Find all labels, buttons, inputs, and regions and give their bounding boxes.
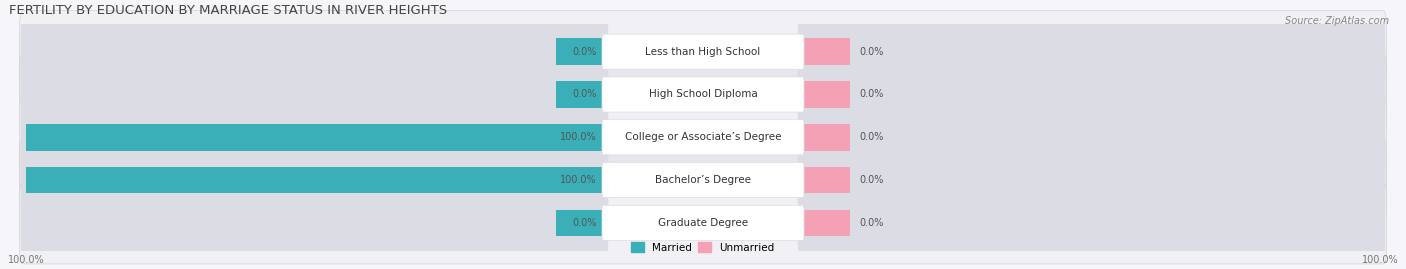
- FancyBboxPatch shape: [20, 10, 1386, 93]
- FancyBboxPatch shape: [797, 90, 1385, 185]
- Legend: Married, Unmarried: Married, Unmarried: [627, 238, 779, 257]
- Text: Bachelor’s Degree: Bachelor’s Degree: [655, 175, 751, 185]
- FancyBboxPatch shape: [602, 34, 804, 69]
- Text: 0.0%: 0.0%: [859, 132, 884, 142]
- FancyBboxPatch shape: [21, 133, 609, 228]
- FancyBboxPatch shape: [602, 77, 804, 112]
- Bar: [803, 81, 849, 108]
- FancyBboxPatch shape: [797, 4, 1385, 99]
- Bar: [803, 210, 849, 236]
- Text: High School Diploma: High School Diploma: [648, 90, 758, 100]
- Text: FERTILITY BY EDUCATION BY MARRIAGE STATUS IN RIVER HEIGHTS: FERTILITY BY EDUCATION BY MARRIAGE STATU…: [10, 4, 447, 17]
- FancyBboxPatch shape: [602, 120, 804, 155]
- Text: 0.0%: 0.0%: [572, 47, 596, 57]
- Bar: [27, 167, 603, 193]
- Text: 100.0%: 100.0%: [560, 175, 596, 185]
- FancyBboxPatch shape: [21, 47, 609, 142]
- FancyBboxPatch shape: [797, 175, 1385, 269]
- FancyBboxPatch shape: [602, 205, 804, 240]
- FancyBboxPatch shape: [21, 4, 609, 99]
- Bar: [803, 38, 849, 65]
- Bar: [557, 210, 603, 236]
- FancyBboxPatch shape: [21, 90, 609, 185]
- FancyBboxPatch shape: [20, 182, 1386, 264]
- Bar: [27, 124, 603, 151]
- Text: Source: ZipAtlas.com: Source: ZipAtlas.com: [1285, 16, 1389, 26]
- Text: 0.0%: 0.0%: [572, 90, 596, 100]
- Text: Less than High School: Less than High School: [645, 47, 761, 57]
- Bar: [803, 167, 849, 193]
- Text: 0.0%: 0.0%: [859, 218, 884, 228]
- Text: 0.0%: 0.0%: [859, 175, 884, 185]
- FancyBboxPatch shape: [21, 175, 609, 269]
- Text: 0.0%: 0.0%: [859, 47, 884, 57]
- Bar: [803, 124, 849, 151]
- Text: 100.0%: 100.0%: [560, 132, 596, 142]
- FancyBboxPatch shape: [797, 133, 1385, 228]
- Bar: [557, 38, 603, 65]
- FancyBboxPatch shape: [602, 162, 804, 198]
- FancyBboxPatch shape: [20, 54, 1386, 136]
- Text: Graduate Degree: Graduate Degree: [658, 218, 748, 228]
- Text: 0.0%: 0.0%: [572, 218, 596, 228]
- FancyBboxPatch shape: [797, 47, 1385, 142]
- Text: 0.0%: 0.0%: [859, 90, 884, 100]
- FancyBboxPatch shape: [20, 96, 1386, 178]
- FancyBboxPatch shape: [20, 139, 1386, 221]
- Text: College or Associate’s Degree: College or Associate’s Degree: [624, 132, 782, 142]
- Bar: [557, 81, 603, 108]
